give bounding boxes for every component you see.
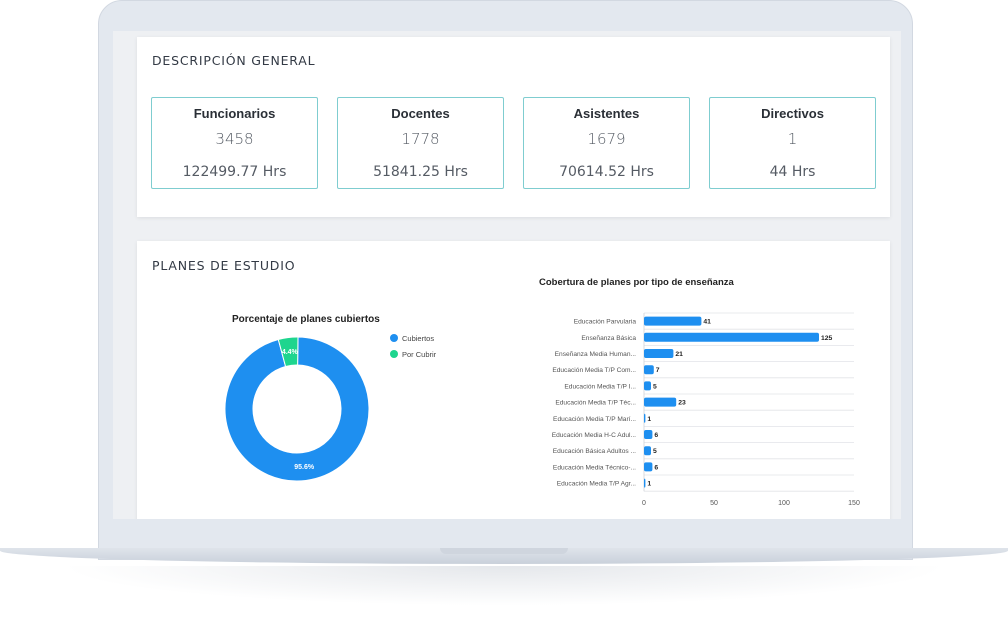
bar-value-label: 1 — [647, 481, 651, 488]
donut-label: 4.4% — [282, 349, 299, 356]
planes-card: PLANES DE ESTUDIO Porcentaje de planes c… — [137, 241, 890, 519]
general-card: DESCRIPCIÓN GENERAL Funcionarios 3458 12… — [137, 37, 890, 217]
bar-category-label: Educación Media T/P Marí... — [553, 416, 636, 423]
bar-category-label: Enseñanza Básica — [581, 335, 636, 342]
legend-dot — [390, 350, 398, 358]
bar-category-label: Educación Media T/P Agr... — [557, 481, 636, 488]
stat-hours: 70614.52 Hrs — [559, 164, 654, 180]
legend-dot — [390, 334, 398, 342]
donut-chart: 95.6% 4.4% — [224, 336, 370, 482]
legend-label: Por Cubrir — [402, 349, 437, 359]
stat-card-docentes: Docentes 1778 51841.25 Hrs — [337, 97, 504, 189]
bar-value-label: 21 — [675, 351, 683, 358]
stat-label: Directivos — [761, 106, 824, 121]
stat-label: Asistentes — [573, 106, 640, 121]
bar-value-label: 1 — [647, 416, 651, 423]
donut-slice-cubiertos — [224, 336, 370, 482]
bar — [644, 462, 653, 472]
general-title: DESCRIPCIÓN GENERAL — [152, 53, 316, 68]
bar-value-label: 6 — [654, 464, 658, 471]
donut-chart-title: Porcentaje de planes cubiertos — [232, 314, 380, 325]
bar — [644, 349, 674, 358]
bar-category-label: Educación Media Técnico-... — [553, 464, 636, 471]
bar — [644, 332, 819, 342]
bar-category-label: Educación Media T/P I... — [564, 383, 636, 390]
bar — [644, 446, 651, 456]
stat-hours: 44 Hrs — [769, 164, 816, 180]
x-tick-label: 50 — [710, 500, 718, 507]
stat-card-asistentes: Asistentes 1679 70614.52 Hrs — [523, 97, 690, 189]
stat-value: 1679 — [587, 130, 626, 148]
stat-value: 1778 — [401, 130, 440, 148]
donut-label: 95.6% — [294, 464, 315, 471]
bar-value-label: 41 — [703, 319, 711, 326]
bar-value-label: 5 — [653, 448, 657, 455]
bar-value-label: 7 — [656, 367, 660, 374]
stat-hours: 122499.77 Hrs — [182, 164, 287, 180]
bar-chart-title: Cobertura de planes por tipo de enseñanz… — [539, 277, 734, 288]
bar — [644, 413, 646, 423]
laptop-base — [0, 548, 1008, 564]
bar-category-label: Educación Media H-C Adul... — [552, 432, 636, 439]
bar-value-label: 5 — [653, 383, 657, 390]
stat-value: 1 — [787, 130, 798, 148]
bar — [644, 397, 677, 407]
bar-category-label: Enseñanza Media Human... — [555, 351, 637, 358]
x-tick-label: 150 — [848, 500, 860, 507]
legend-item-por-cubrir[interactable]: Por Cubrir — [390, 346, 436, 362]
stat-label: Funcionarios — [193, 106, 276, 121]
bar — [644, 430, 653, 439]
bar-category-label: Educación Parvularia — [574, 319, 637, 326]
legend-label: Cubiertos — [402, 333, 435, 343]
laptop-shadow — [60, 566, 948, 606]
donut-slice-por-cubrir — [277, 336, 299, 368]
stat-card-directivos: Directivos 1 44 Hrs — [709, 97, 876, 189]
stat-hours: 51841.25 Hrs — [373, 164, 468, 180]
bar-value-label: 125 — [821, 335, 833, 342]
bar-category-label: Educación Media T/P Com... — [552, 367, 636, 374]
bar-value-label: 6 — [654, 432, 658, 439]
laptop-notch — [440, 548, 568, 554]
screen: DESCRIPCIÓN GENERAL Funcionarios 3458 12… — [113, 31, 901, 519]
x-tick-label: 100 — [778, 500, 790, 507]
bar-category-label: Educación Básica Adultos ... — [553, 448, 636, 455]
bar — [644, 316, 702, 326]
stat-card-funcionarios: Funcionarios 3458 122499.77 Hrs — [151, 97, 318, 189]
bar — [644, 478, 646, 488]
donut-legend: Cubiertos Por Cubrir — [390, 330, 436, 362]
bar — [644, 381, 651, 391]
planes-title: PLANES DE ESTUDIO — [152, 258, 296, 273]
bar — [644, 365, 654, 375]
x-tick-label: 0 — [642, 500, 646, 507]
bar-category-label: Educación Media T/P Téc... — [555, 400, 636, 407]
stat-label: Docentes — [391, 106, 450, 121]
stat-value: 3458 — [215, 130, 254, 148]
bar-value-label: 23 — [678, 400, 686, 407]
legend-item-cubiertos[interactable]: Cubiertos — [390, 330, 436, 346]
